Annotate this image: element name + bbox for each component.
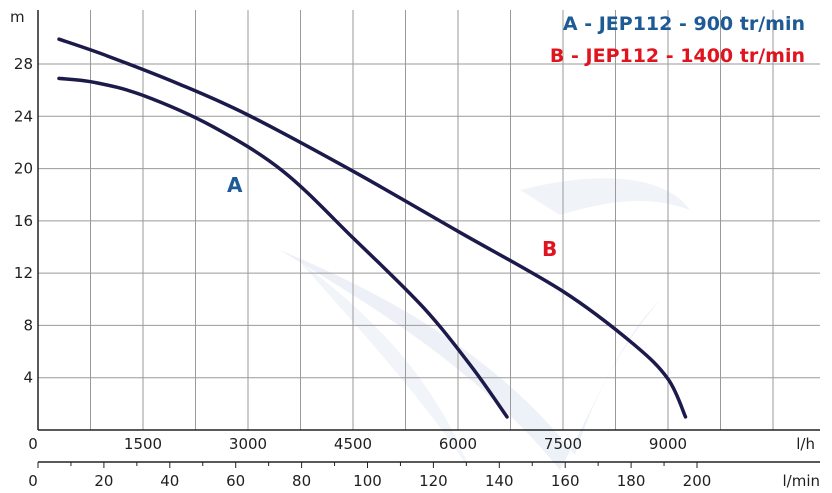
x2-tick-label: 0 <box>28 472 38 490</box>
watermark-logo <box>280 178 690 470</box>
y-tick-label: 8 <box>23 316 33 334</box>
grid <box>38 10 820 430</box>
x2-tick-label: 80 <box>292 472 311 490</box>
x-tick-label: 7500 <box>544 435 582 453</box>
y-tick-label: 4 <box>23 369 33 387</box>
x2-tick-label: 160 <box>551 472 580 490</box>
legend-entry-a: A - JEP112 - 900 tr/min <box>563 13 805 35</box>
y-tick-label: 24 <box>14 107 33 125</box>
x2-tick-label: 200 <box>683 472 712 490</box>
curve-labels: AB <box>227 173 557 261</box>
y-tick-label: 20 <box>14 160 33 178</box>
x2-tick-label: 100 <box>353 472 382 490</box>
legend-entry-b: B - JEP112 - 1400 tr/min <box>550 45 805 67</box>
series-a-label: A <box>227 173 243 197</box>
legend: A - JEP112 - 900 tr/min B - JEP112 - 1400… <box>550 13 805 67</box>
series-b-label: B <box>542 237 557 261</box>
x2-tick-label: 20 <box>94 472 113 490</box>
x-tick-label: 9000 <box>649 435 687 453</box>
tick-labels: 4 8 12 16 20 24 28 m 0 1500 3000 4500 6000 7500 9000 l/… <box>10 8 820 490</box>
x-axis-unit: l/h <box>796 435 815 453</box>
x2-axis-unit: l/min <box>782 472 820 490</box>
y-axis-unit: m <box>10 8 25 26</box>
series-a-curve <box>57 76 509 419</box>
series-b-curve <box>57 37 688 419</box>
series-curves <box>57 37 688 419</box>
x-tick-label: 0 <box>28 435 38 453</box>
x2-tick-label: 60 <box>226 472 245 490</box>
x2-tick-label: 40 <box>160 472 179 490</box>
y-tick-label: 16 <box>14 212 33 230</box>
x-tick-label: 1500 <box>124 435 162 453</box>
x2-tick-label: 180 <box>617 472 646 490</box>
y-tick-label: 28 <box>14 55 33 73</box>
axes <box>37 10 820 468</box>
x2-tick-label: 120 <box>419 472 448 490</box>
x-tick-label: 4500 <box>334 435 372 453</box>
x-tick-label: 6000 <box>439 435 477 453</box>
x2-tick-label: 140 <box>485 472 514 490</box>
y-tick-label: 12 <box>14 264 33 282</box>
x-tick-label: 3000 <box>229 435 267 453</box>
